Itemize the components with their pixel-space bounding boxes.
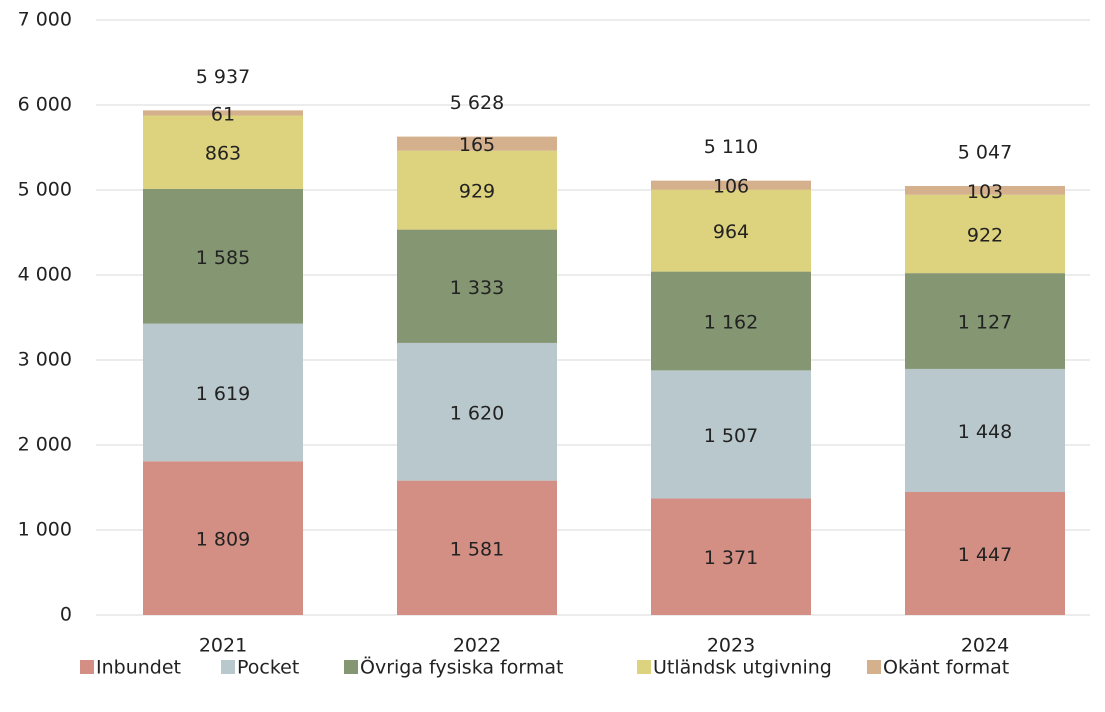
bar-segment bbox=[651, 370, 811, 499]
bar-segment bbox=[143, 461, 303, 615]
bar-segment bbox=[651, 180, 811, 190]
bar-segment bbox=[143, 110, 303, 116]
legend-label: Utländsk utgivning bbox=[653, 657, 832, 679]
bar-segment bbox=[397, 136, 557, 151]
bar-segment bbox=[397, 150, 557, 230]
y-tick-label: 1 000 bbox=[18, 519, 72, 541]
bar-segment bbox=[143, 323, 303, 462]
data-label: 1 333 bbox=[450, 277, 504, 299]
data-label: 929 bbox=[459, 181, 495, 203]
legend-label: Pocket bbox=[237, 657, 299, 679]
data-label: 1 507 bbox=[704, 425, 758, 447]
data-label: 1 620 bbox=[450, 402, 504, 424]
y-tick-label: 2 000 bbox=[18, 434, 72, 456]
data-label: 922 bbox=[967, 224, 1003, 246]
y-tick-label: 3 000 bbox=[18, 349, 72, 371]
bar-segment bbox=[397, 229, 557, 343]
bar-segment bbox=[905, 273, 1065, 369]
x-tick-label: 2024 bbox=[961, 635, 1009, 657]
data-label: 1 447 bbox=[958, 544, 1012, 566]
total-label: 5 110 bbox=[704, 136, 758, 158]
legend-label: Övriga fysiska format bbox=[360, 656, 563, 679]
bar-segment bbox=[905, 194, 1065, 274]
legend-label: Inbundet bbox=[96, 657, 181, 679]
data-label: 1 448 bbox=[958, 421, 1012, 443]
x-tick-label: 2023 bbox=[707, 635, 755, 657]
bar-segment bbox=[143, 188, 303, 324]
y-tick-label: 5 000 bbox=[18, 179, 72, 201]
bar-segment bbox=[905, 186, 1065, 195]
bar-segment bbox=[651, 189, 811, 272]
data-label: 61 bbox=[211, 103, 235, 125]
data-label: 106 bbox=[713, 176, 749, 198]
legend-swatch bbox=[344, 660, 358, 674]
data-label: 1 162 bbox=[704, 311, 758, 333]
bar-segment bbox=[651, 498, 811, 615]
bar-segment bbox=[397, 342, 557, 481]
x-tick-label: 2021 bbox=[199, 635, 247, 657]
data-label: 1 581 bbox=[450, 538, 504, 560]
total-label: 5 628 bbox=[450, 92, 504, 114]
data-label: 1 371 bbox=[704, 547, 758, 569]
bar-segment bbox=[143, 115, 303, 189]
y-tick-label: 6 000 bbox=[18, 94, 72, 116]
data-label: 165 bbox=[459, 134, 495, 156]
legend-swatch bbox=[221, 660, 235, 674]
y-tick-label: 4 000 bbox=[18, 264, 72, 286]
data-label: 1 585 bbox=[196, 247, 250, 269]
total-label: 5 047 bbox=[958, 142, 1012, 164]
bar-segment bbox=[397, 480, 557, 615]
bar-segment bbox=[905, 368, 1065, 493]
y-tick-label: 7 000 bbox=[18, 9, 72, 31]
legend-swatch bbox=[80, 660, 94, 674]
legend-swatch bbox=[867, 660, 881, 674]
x-tick-label: 2022 bbox=[453, 635, 501, 657]
data-label: 1 809 bbox=[196, 529, 250, 551]
data-label: 964 bbox=[713, 221, 749, 243]
data-label: 103 bbox=[967, 181, 1003, 203]
data-label: 1 619 bbox=[196, 383, 250, 405]
legend-label: Okänt format bbox=[883, 657, 1009, 679]
bar-segment bbox=[905, 492, 1065, 615]
y-tick-label: 0 bbox=[60, 604, 72, 626]
data-label: 1 127 bbox=[958, 312, 1012, 334]
total-label: 5 937 bbox=[196, 66, 250, 88]
bar-segment bbox=[651, 271, 811, 371]
data-label: 863 bbox=[205, 143, 241, 165]
legend-swatch bbox=[637, 660, 651, 674]
